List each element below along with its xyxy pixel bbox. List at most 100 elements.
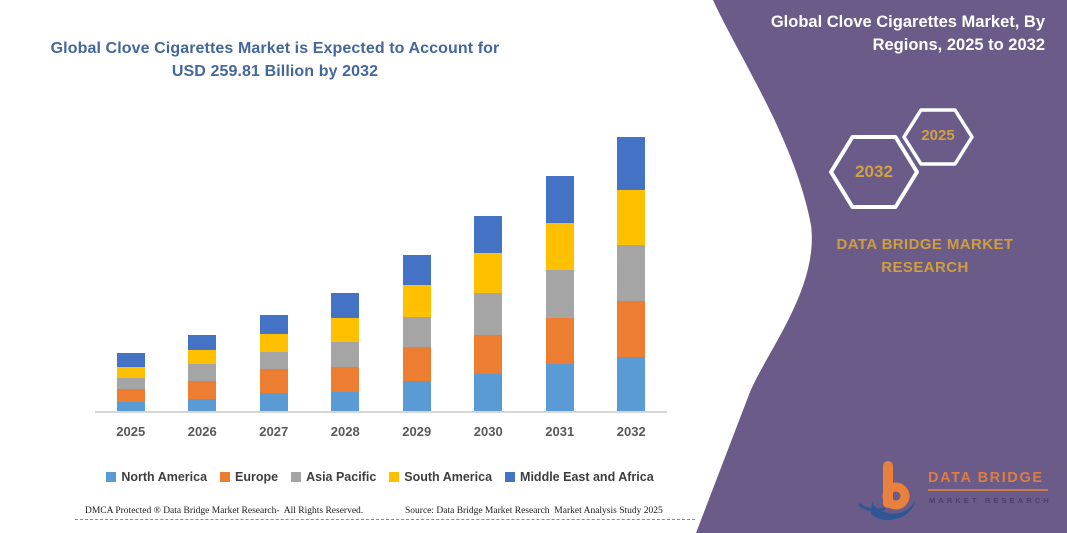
bar-segment	[188, 349, 217, 365]
stacked-bar-2030	[474, 216, 503, 412]
legend-label: South America	[404, 470, 493, 484]
x-tick-label: 2029	[402, 424, 432, 439]
bar-slot-2026	[167, 110, 239, 412]
bar-slot-2025	[95, 110, 167, 412]
legend-label: Asia Pacific	[306, 470, 377, 484]
bar-segment	[402, 346, 431, 382]
x-axis-line	[95, 411, 667, 413]
bar-segment	[331, 293, 360, 319]
bar-segment	[188, 380, 217, 399]
bar-segment	[259, 369, 288, 394]
bar-segment	[402, 381, 431, 412]
bar-slot-2028	[310, 110, 382, 412]
x-tick-label: 2026	[187, 424, 217, 439]
bar-segment	[331, 342, 360, 367]
bar-segment	[402, 285, 431, 317]
logo-wordmark-line2: MARKET RESEARCH	[929, 496, 1052, 505]
x-tick-label: 2027	[259, 424, 289, 439]
bar-segment	[259, 351, 288, 370]
legend-swatch-icon	[106, 472, 117, 482]
bar-segment	[188, 364, 217, 381]
footer-divider-line	[75, 519, 695, 520]
logo-wordmark-line1: DATA BRIDGE	[928, 470, 1048, 491]
bar-segment	[474, 293, 503, 335]
legend-swatch-icon	[220, 472, 231, 482]
bar-segment	[116, 366, 145, 379]
bar-slot-2030	[453, 110, 525, 412]
bar-segment	[188, 398, 217, 412]
bar-slot-2027	[238, 110, 310, 412]
bar-segment	[617, 137, 646, 190]
x-tick-label: 2025	[116, 424, 146, 439]
x-tick-label: 2032	[616, 424, 646, 439]
legend-label: Europe	[235, 470, 279, 484]
bar-segment	[474, 253, 503, 294]
bar-segment	[545, 176, 574, 224]
bar-segment	[617, 189, 646, 246]
bar-segment	[617, 300, 646, 358]
data-bridge-logo: DATA BRIDGE MARKET RESEARCH	[858, 456, 1058, 528]
bar-segment	[474, 373, 503, 412]
bar-segment	[188, 334, 217, 350]
bar-segment	[331, 366, 360, 393]
bar-segment	[116, 401, 145, 412]
bar-segment	[259, 333, 288, 352]
bar-segment	[474, 216, 503, 254]
x-tick-label: 2028	[330, 424, 360, 439]
stacked-bar-2026	[188, 334, 217, 412]
legend-item: Asia Pacific	[291, 470, 376, 484]
legend-item: Middle East and Africa	[505, 470, 654, 484]
bar-segment	[545, 364, 574, 412]
bar-segment	[402, 316, 431, 347]
bar-segment	[617, 245, 646, 301]
legend-swatch-icon	[389, 472, 400, 482]
x-tick-label: 2030	[473, 424, 503, 439]
bar-slot-2031	[524, 110, 596, 412]
stacked-bar-2029	[402, 255, 431, 412]
bar-segment	[474, 334, 503, 374]
bar-segment	[331, 318, 360, 343]
panel-heading: Global Clove Cigarettes Market, By Regio…	[770, 13, 1045, 54]
bar-segment	[402, 255, 431, 286]
hexagon-2032-label: 2032	[855, 162, 893, 181]
bar-segment	[116, 352, 145, 367]
source-text: Source: Data Bridge Market Research Mark…	[405, 506, 663, 516]
bar-segment	[116, 378, 145, 389]
legend-item: Europe	[220, 470, 278, 484]
bar-slot-2032	[596, 110, 668, 412]
legend-label: North America	[121, 470, 208, 484]
legend-item: South America	[389, 470, 492, 484]
bar-segment	[259, 393, 288, 412]
chart-title: Global Clove Cigarettes Market is Expect…	[50, 40, 500, 80]
hexagon-2025-outline	[902, 108, 974, 166]
bar-segment	[116, 388, 145, 402]
bar-segment	[331, 392, 360, 412]
bar-slot-2029	[381, 110, 453, 412]
x-axis-labels: 2025 2026 2027 2028 2029 2030 2031 2032	[95, 424, 667, 439]
bar-segment	[545, 269, 574, 318]
stacked-bar-2027	[259, 314, 288, 412]
legend-label: Middle East and Africa	[520, 470, 654, 484]
legend-swatch-icon	[505, 472, 516, 482]
hexagon-2025-label: 2025	[921, 127, 955, 144]
x-tick-label: 2031	[545, 424, 575, 439]
bar-segment	[545, 223, 574, 270]
dmca-copyright-text: DMCA Protected ® Data Bridge Market Rese…	[85, 506, 364, 516]
brand-wordmark-text: DATA BRIDGE MARKET RESEARCH	[836, 236, 1014, 277]
bar-segment	[617, 357, 646, 412]
stacked-bar-2028	[331, 293, 360, 412]
bar-segment	[545, 317, 574, 365]
stacked-bar-2031	[545, 176, 574, 412]
stacked-bar-2025	[116, 352, 145, 412]
legend-swatch-icon	[291, 472, 302, 482]
stacked-bar-2032	[617, 137, 646, 412]
stacked-bar-plot	[95, 110, 667, 412]
logo-b-icon	[858, 461, 915, 520]
legend-item: North America	[106, 470, 207, 484]
purple-panel-shape	[696, 0, 1067, 533]
chart-legend: North America Europe Asia Pacific South Ame…	[60, 470, 700, 484]
hexagon-2032-outline	[829, 135, 919, 209]
bar-segment	[259, 314, 288, 334]
